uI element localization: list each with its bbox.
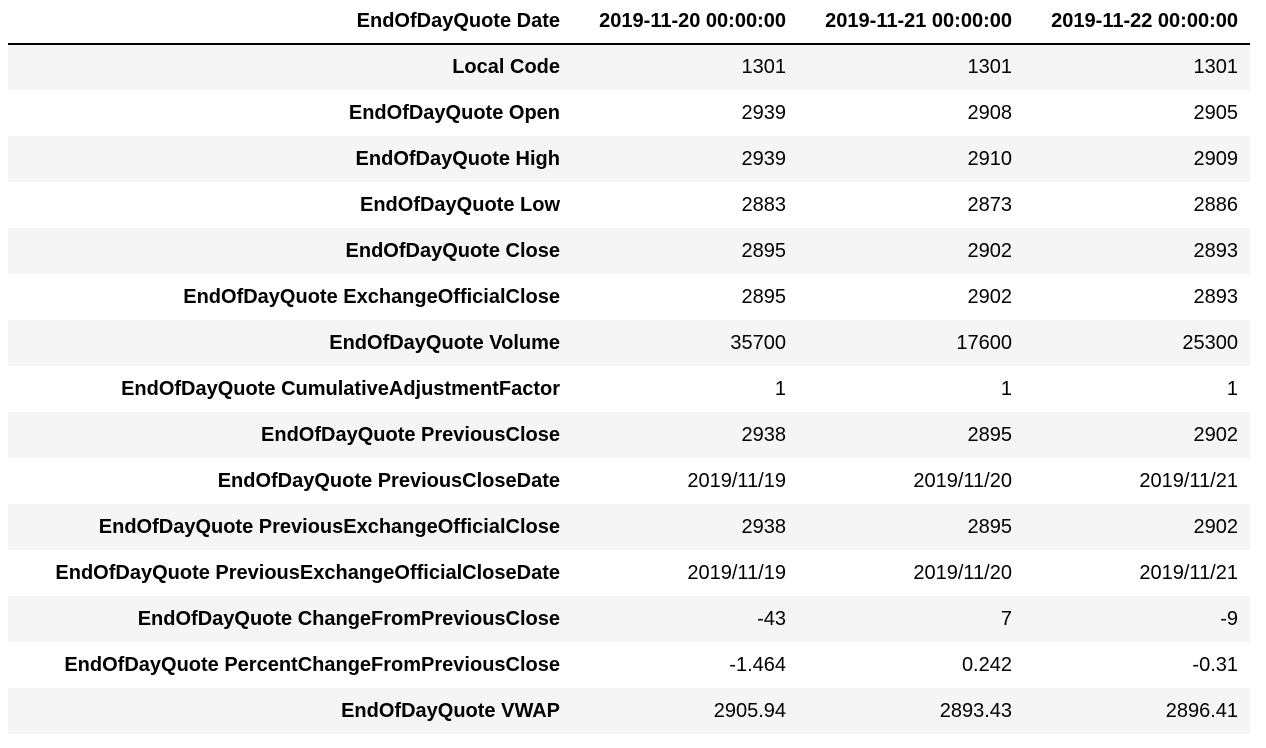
dataframe-table: EndOfDayQuote Date 2019-11-20 00:00:00 2… bbox=[8, 0, 1250, 734]
table-row: EndOfDayQuote PreviousExchangeOfficialCl… bbox=[8, 504, 1250, 550]
row-label: EndOfDayQuote Volume bbox=[329, 331, 560, 354]
table-cell: 2895 bbox=[967, 515, 1013, 538]
table-row: EndOfDayQuote PreviousCloseDate 2019/11/1… bbox=[8, 458, 1250, 504]
dataframe-container: EndOfDayQuote Date 2019-11-20 00:00:00 2… bbox=[8, 0, 1250, 734]
table-cell: 2019/11/20 bbox=[913, 469, 1012, 492]
table-cell: 2895 bbox=[741, 285, 787, 308]
table-cell: 35700 bbox=[730, 331, 786, 354]
table-header: EndOfDayQuote Date 2019-11-20 00:00:00 2… bbox=[8, 0, 1250, 45]
table-row: EndOfDayQuote Volume 35700 17600 25300 bbox=[8, 320, 1250, 366]
table-cell: 1301 bbox=[741, 56, 787, 78]
index-header: EndOfDayQuote Date bbox=[8, 0, 572, 45]
row-label: EndOfDayQuote ExchangeOfficialClose bbox=[183, 285, 560, 308]
row-label: EndOfDayQuote PreviousClose bbox=[261, 423, 560, 446]
table-cell: -0.31 bbox=[1192, 653, 1238, 676]
table-cell: 1 bbox=[1000, 377, 1012, 400]
row-label: EndOfDayQuote CumulativeAdjustmentFactor bbox=[121, 377, 560, 400]
table-cell: 2908 bbox=[967, 101, 1013, 124]
row-label: EndOfDayQuote PercentChangeFromPreviousC… bbox=[64, 653, 560, 676]
table-cell: 2893 bbox=[1193, 239, 1239, 262]
table-cell: 2938 bbox=[741, 423, 787, 446]
column-header: 2019-11-22 00:00:00 bbox=[1024, 0, 1250, 45]
table-cell: -1.464 bbox=[729, 653, 786, 676]
table-cell: 1 bbox=[774, 377, 786, 400]
table-cell: 2902 bbox=[1193, 423, 1239, 446]
table-cell: 1301 bbox=[967, 56, 1013, 78]
table-cell: 2883 bbox=[741, 193, 787, 216]
row-label: EndOfDayQuote Close bbox=[345, 239, 560, 262]
table-cell: 2019/11/21 bbox=[1139, 469, 1238, 492]
table-cell: 2902 bbox=[967, 285, 1013, 308]
table-cell: 2019/11/21 bbox=[1139, 561, 1238, 584]
table-cell: 2873 bbox=[967, 193, 1013, 216]
table-cell: 2909 bbox=[1193, 147, 1239, 170]
table-cell: 2019/11/19 bbox=[687, 469, 786, 492]
row-label: EndOfDayQuote High bbox=[355, 147, 560, 170]
column-header: 2019-11-21 00:00:00 bbox=[798, 0, 1024, 45]
row-label: EndOfDayQuote VWAP bbox=[341, 699, 560, 722]
table-cell: 2910 bbox=[967, 147, 1013, 170]
table-cell: 1 bbox=[1226, 377, 1238, 400]
row-label: EndOfDayQuote PreviousCloseDate bbox=[217, 469, 560, 492]
table-cell: 2886 bbox=[1193, 193, 1239, 216]
table-row: EndOfDayQuote VWAP 2905.94 2893.43 2896.41 bbox=[8, 688, 1250, 734]
table-cell: 2902 bbox=[967, 239, 1013, 262]
table-cell: 2939 bbox=[741, 101, 787, 124]
table-cell: 2019/11/19 bbox=[687, 561, 786, 584]
row-label: EndOfDayQuote Low bbox=[360, 193, 560, 216]
table-cell: 2893.43 bbox=[939, 699, 1012, 722]
table-row: EndOfDayQuote ChangeFromPreviousClose -43… bbox=[8, 596, 1250, 642]
table-row: EndOfDayQuote ExchangeOfficialClose 2895 2… bbox=[8, 274, 1250, 320]
table-cell: 17600 bbox=[956, 331, 1012, 354]
table-cell: 2896.41 bbox=[1165, 699, 1238, 722]
row-label: EndOfDayQuote PreviousExchangeOfficialCl… bbox=[55, 561, 560, 584]
table-row: EndOfDayQuote PreviousClose 2938 2895 2902 bbox=[8, 412, 1250, 458]
table-row: EndOfDayQuote Close 2895 2902 2893 bbox=[8, 228, 1250, 274]
table-cell: 2895 bbox=[967, 423, 1013, 446]
table-row: EndOfDayQuote High 2939 2910 2909 bbox=[8, 136, 1250, 182]
table-cell: 2938 bbox=[741, 515, 787, 538]
row-label: Local Code bbox=[452, 56, 560, 78]
table-cell: 1301 bbox=[1193, 56, 1239, 78]
table-cell: 2905 bbox=[1193, 101, 1239, 124]
column-header: 2019-11-20 00:00:00 bbox=[572, 0, 798, 45]
row-label: EndOfDayQuote Open bbox=[348, 101, 560, 124]
table-cell: 2939 bbox=[741, 147, 787, 170]
table-row: EndOfDayQuote Open 2939 2908 2905 bbox=[8, 90, 1250, 136]
table-cell: 2902 bbox=[1193, 515, 1239, 538]
table-row: EndOfDayQuote Low 2883 2873 2886 bbox=[8, 182, 1250, 228]
table-cell: 25300 bbox=[1182, 331, 1238, 354]
table-cell: 2905.94 bbox=[713, 699, 786, 722]
row-label: EndOfDayQuote PreviousExchangeOfficialCl… bbox=[98, 515, 560, 538]
table-cell: -9 bbox=[1220, 607, 1238, 630]
table-cell: 0.242 bbox=[961, 653, 1012, 676]
table-body: Local Code 1301 1301 1301 EndOfDayQuote Open… bbox=[8, 44, 1250, 734]
table-row: EndOfDayQuote PreviousExchangeOfficialCl… bbox=[8, 550, 1250, 596]
table-row: Local Code 1301 1301 1301 bbox=[8, 44, 1250, 90]
table-row: EndOfDayQuote PercentChangeFromPreviousC… bbox=[8, 642, 1250, 688]
table-cell: 2895 bbox=[741, 239, 787, 262]
table-row: EndOfDayQuote CumulativeAdjustmentFactor… bbox=[8, 366, 1250, 412]
table-cell: 7 bbox=[1000, 607, 1012, 630]
table-cell: 2019/11/20 bbox=[913, 561, 1012, 584]
table-cell: -43 bbox=[757, 607, 786, 630]
header-row: EndOfDayQuote Date 2019-11-20 00:00:00 2… bbox=[8, 0, 1250, 45]
row-label: EndOfDayQuote ChangeFromPreviousClose bbox=[137, 607, 560, 630]
table-cell: 2893 bbox=[1193, 285, 1239, 308]
